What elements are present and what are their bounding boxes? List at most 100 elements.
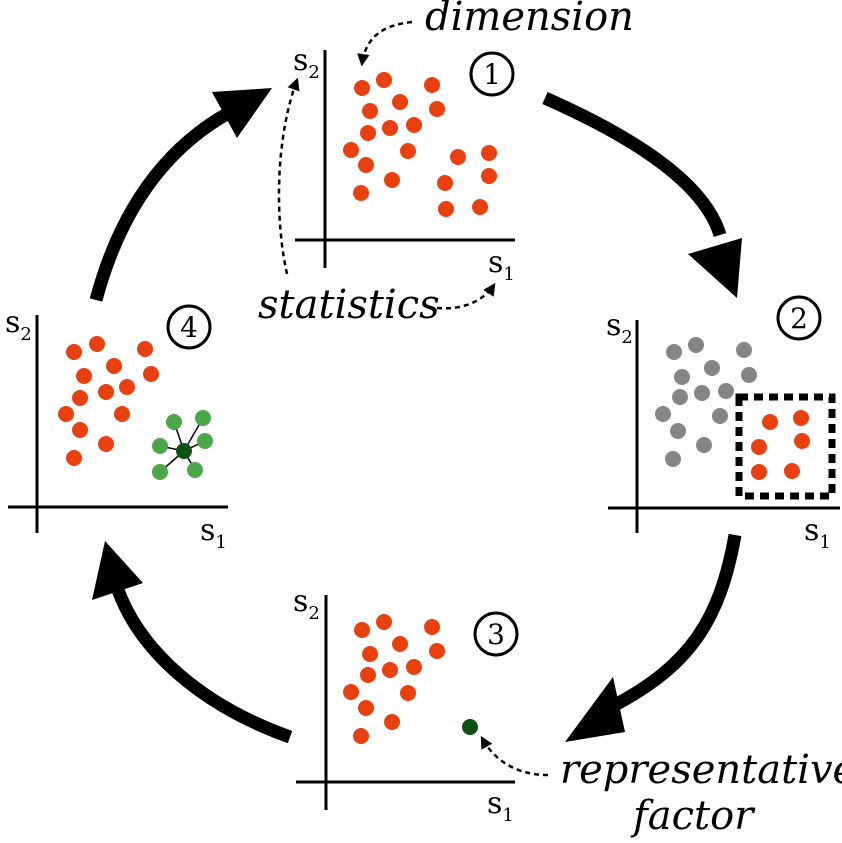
panel-3-s2-label: s2 bbox=[293, 584, 320, 624]
data-point bbox=[143, 366, 159, 382]
representative-label: representative bbox=[560, 747, 842, 793]
step-4-number: 4 bbox=[180, 311, 198, 344]
panel-2-s1-label: s1 bbox=[804, 513, 831, 553]
data-point bbox=[784, 463, 800, 479]
generated-cluster bbox=[152, 410, 213, 480]
step-2-badge: 2 bbox=[776, 295, 822, 341]
arrow-4-to-1 bbox=[89, 109, 229, 302]
data-point bbox=[793, 410, 809, 426]
panel-2-selected-points bbox=[751, 410, 810, 480]
data-point bbox=[358, 157, 374, 173]
panel-4-points bbox=[58, 336, 159, 466]
data-point bbox=[66, 344, 82, 360]
statistics-label: statistics bbox=[258, 282, 440, 328]
generated-point bbox=[197, 433, 213, 449]
data-point bbox=[674, 369, 690, 385]
panel-2-gray-points bbox=[655, 337, 757, 467]
data-point bbox=[360, 667, 376, 683]
representative-pointer bbox=[480, 735, 549, 777]
data-point bbox=[137, 341, 153, 357]
panel-3: s2 s1 3 bbox=[293, 584, 519, 826]
arrow-1-to-2 bbox=[542, 92, 727, 238]
arrow-1-to-2-head bbox=[688, 238, 742, 298]
panel-1-s2-label: s2 bbox=[293, 43, 320, 83]
data-point bbox=[666, 344, 682, 360]
panel-1: s2 s1 1 bbox=[293, 43, 515, 285]
data-point bbox=[382, 120, 398, 136]
data-point bbox=[736, 342, 752, 358]
representative-point bbox=[176, 443, 192, 459]
factor-label: factor bbox=[630, 793, 756, 839]
arrow-3-to-4-head bbox=[92, 541, 143, 600]
arrow-3-to-4 bbox=[111, 587, 293, 744]
panel-4-s1-label: s1 bbox=[200, 513, 227, 553]
cycle-arrows bbox=[89, 88, 742, 744]
data-point bbox=[406, 659, 422, 675]
data-point bbox=[384, 714, 400, 730]
dimension-pointer bbox=[357, 20, 413, 67]
step-3-badge: 3 bbox=[473, 611, 519, 657]
data-point bbox=[58, 406, 74, 422]
data-point bbox=[762, 414, 778, 430]
data-point bbox=[424, 77, 440, 93]
panel-1-s1-label: s1 bbox=[488, 245, 515, 285]
panel-2: s2 s1 2 bbox=[606, 295, 840, 553]
data-point bbox=[343, 684, 359, 700]
data-point bbox=[376, 614, 392, 630]
data-point bbox=[438, 201, 454, 217]
step-1-badge: 1 bbox=[469, 51, 515, 97]
data-point bbox=[696, 437, 712, 453]
data-point bbox=[119, 379, 135, 395]
data-point bbox=[89, 336, 105, 352]
data-point bbox=[362, 646, 378, 662]
data-point bbox=[437, 175, 453, 191]
data-point bbox=[400, 685, 416, 701]
data-point bbox=[655, 406, 671, 422]
generated-point bbox=[152, 464, 168, 480]
step-4-badge: 4 bbox=[166, 304, 212, 350]
panel-3-points bbox=[343, 614, 445, 744]
data-point bbox=[751, 439, 767, 455]
data-point bbox=[429, 101, 445, 117]
data-point bbox=[72, 390, 88, 406]
panel-4: s2 s1 bbox=[5, 304, 228, 553]
data-point bbox=[424, 619, 440, 635]
data-point bbox=[98, 384, 114, 400]
representative-point bbox=[462, 719, 478, 735]
panel-1-points bbox=[343, 72, 497, 217]
generated-point bbox=[187, 462, 203, 478]
step-1-number: 1 bbox=[483, 58, 501, 91]
step-2-number: 2 bbox=[790, 302, 808, 335]
generated-point bbox=[152, 438, 168, 454]
data-point bbox=[481, 168, 497, 184]
data-point bbox=[670, 423, 686, 439]
selection-box bbox=[735, 393, 836, 500]
data-point bbox=[392, 636, 408, 652]
data-point bbox=[354, 80, 370, 96]
data-point bbox=[472, 199, 488, 215]
data-point bbox=[72, 422, 88, 438]
arrow-2-to-3-head bbox=[565, 677, 625, 742]
data-point bbox=[406, 117, 422, 133]
data-point bbox=[66, 450, 82, 466]
data-point bbox=[712, 408, 728, 424]
dimension-label: dimension bbox=[425, 0, 634, 40]
data-point bbox=[358, 700, 374, 716]
statistics-pointer-right bbox=[436, 282, 496, 310]
data-point bbox=[353, 728, 369, 744]
data-point bbox=[672, 389, 688, 405]
data-point bbox=[400, 143, 416, 159]
generated-point bbox=[195, 410, 211, 426]
panel-4-s2-label: s2 bbox=[5, 305, 32, 345]
data-point bbox=[688, 337, 704, 353]
data-point bbox=[353, 185, 369, 201]
data-point bbox=[392, 94, 408, 110]
data-point bbox=[106, 358, 122, 374]
panel-3-s1-label: s1 bbox=[487, 786, 514, 826]
data-point bbox=[354, 622, 370, 638]
data-point bbox=[429, 643, 445, 659]
data-point bbox=[751, 464, 767, 480]
data-point bbox=[76, 368, 92, 384]
data-point bbox=[343, 142, 359, 158]
data-point bbox=[360, 125, 376, 141]
